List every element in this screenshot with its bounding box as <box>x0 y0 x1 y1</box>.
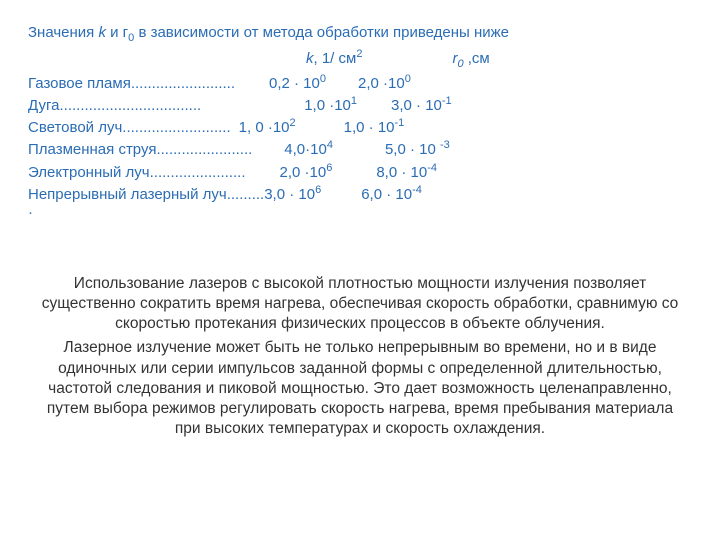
row-dots: ......................... <box>131 75 235 92</box>
table-row: Непрерывный лазерный луч .........3,0 · … <box>28 183 692 205</box>
row-name: Газовое пламя <box>28 74 131 94</box>
row-name: Дуга <box>28 96 59 116</box>
row-r-value: 1,0 · 10-1 <box>344 116 405 138</box>
row-r-value: 6,0 · 10-4 <box>361 183 422 205</box>
header-k: k <box>306 50 314 67</box>
intro-line: Значения k и г0 в зависимости от метода … <box>28 24 692 46</box>
row-name: Плазменная струя <box>28 140 156 160</box>
row-r-value: 2,0 ·100 <box>358 72 411 94</box>
row-k-value: 4,0·104 <box>284 138 333 160</box>
header-k-sup: 2 <box>356 48 362 60</box>
row-dots: .................................. <box>59 97 201 114</box>
column-headers: k, 1/ см2r0 ,см <box>28 48 692 72</box>
row-k-value: 0,2 · 100 <box>269 72 326 94</box>
paragraph-1: Использование лазеров с высокой плотност… <box>32 274 688 334</box>
row-r-value: 8,0 · 10-4 <box>376 161 437 183</box>
row-name: Электронный луч <box>28 163 150 183</box>
row-name: Световой луч <box>28 118 122 138</box>
row-k-value: 2,0 ·106 <box>280 161 333 183</box>
row-dots: ....................... <box>156 141 252 158</box>
document-page: Значения k и г0 в зависимости от метода … <box>0 0 720 540</box>
row-name: Непрерывный лазерный луч <box>28 185 227 205</box>
row-dots: ....................... <box>150 164 246 181</box>
row-r-value: 3,0 · 10-1 <box>391 94 452 116</box>
row-dots: .......................... <box>122 119 230 136</box>
row-k-value: 1,0 ·101 <box>304 94 357 116</box>
row-r-value: 5,0 · 10 -3 <box>385 138 450 160</box>
intro-prefix: Значения <box>28 24 98 41</box>
table-row: Дуга.................................. 1,… <box>28 94 692 116</box>
table-row: Электронный луч....................... 2,… <box>28 161 692 183</box>
intro-and: и г <box>106 24 128 41</box>
body-text: Использование лазеров с высокой плотност… <box>28 274 692 439</box>
header-k-unit: , 1/ см <box>314 50 357 67</box>
row-k-value: 3,0 · 106 <box>264 183 321 205</box>
row-k-value: 1, 0 ·102 <box>239 116 296 138</box>
data-rows: Газовое пламя ......................... 0… <box>28 72 692 206</box>
table-row: Плазменная струя....................... 4… <box>28 138 692 160</box>
intro-rest: в зависимости от метода обработки привед… <box>134 24 509 41</box>
row-dots: ......... <box>227 186 265 203</box>
table-row: Газовое пламя ......................... 0… <box>28 72 692 94</box>
intro-k: k <box>98 24 106 41</box>
table-row: Световой луч .......................... 1… <box>28 116 692 138</box>
header-r-unit: ,см <box>464 50 490 67</box>
paragraph-2: Лазерное излучение может быть не только … <box>32 338 688 439</box>
trailing-dot: · <box>28 205 692 220</box>
